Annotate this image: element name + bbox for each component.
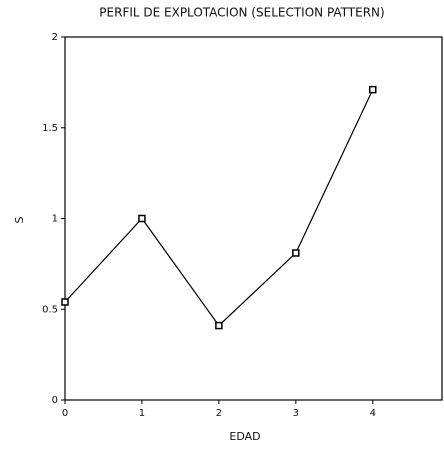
point-marker (61, 298, 69, 306)
point-marker (292, 249, 300, 257)
y-tick-label: 1 (52, 214, 58, 225)
x-axis-label: EDAD (229, 430, 260, 443)
x-tick-label: 2 (216, 408, 222, 419)
chart-title: PERFIL DE EXPLOTACION (SELECTION PATTERN… (99, 6, 384, 20)
y-tick-label: 2 (52, 32, 58, 43)
point-marker (138, 214, 146, 223)
x-tick-label: 4 (370, 408, 376, 419)
plot-frame (64, 36, 443, 401)
y-axis-label: S (13, 216, 26, 223)
y-tick-label: 1.5 (42, 123, 58, 134)
y-tick-label: 0.5 (42, 304, 58, 315)
x-tick-label: 1 (139, 408, 145, 419)
point-marker (215, 321, 223, 330)
y-tick-label: 0 (52, 395, 58, 406)
x-tick-label: 3 (293, 408, 299, 419)
point-marker (369, 85, 377, 94)
series-line (64, 89, 374, 327)
x-tick-label: 0 (62, 408, 68, 419)
